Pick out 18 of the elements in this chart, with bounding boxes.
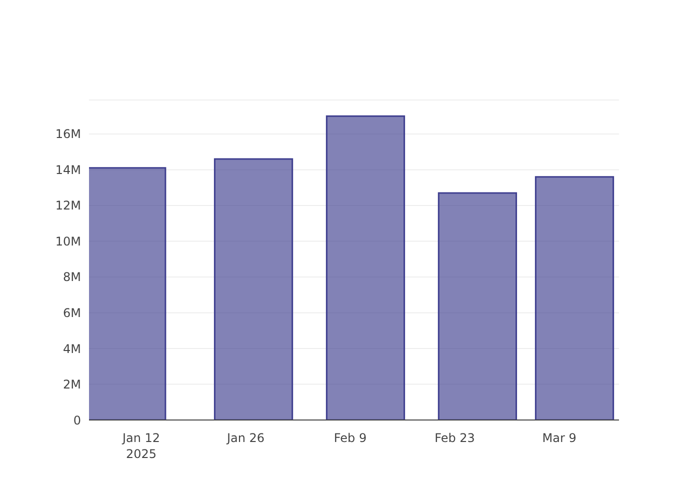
y-tick-label: 2M <box>63 378 81 392</box>
y-tick-label: 14M <box>55 162 81 177</box>
x-tick-label: Feb 9 <box>334 431 367 445</box>
bar <box>214 158 294 420</box>
x-tick-label: Jan 12 2025 <box>121 431 160 461</box>
x-tick-label: Mar 9 <box>542 431 576 445</box>
bar <box>438 192 518 420</box>
y-tick-label: 0 <box>73 413 81 428</box>
x-tick-label: Feb 23 <box>434 431 475 445</box>
y-tick-label: 12M <box>55 198 81 213</box>
bar <box>326 115 406 420</box>
y-tick-label: 8M <box>63 270 81 284</box>
x-tick-label: Jan 26 <box>226 431 265 445</box>
y-tick-label: 16M <box>55 127 81 142</box>
y-tick-label: 6M <box>63 306 81 320</box>
y-tick-label: 4M <box>63 342 81 356</box>
y-tick-label: 10M <box>55 234 81 248</box>
bar <box>534 176 614 420</box>
